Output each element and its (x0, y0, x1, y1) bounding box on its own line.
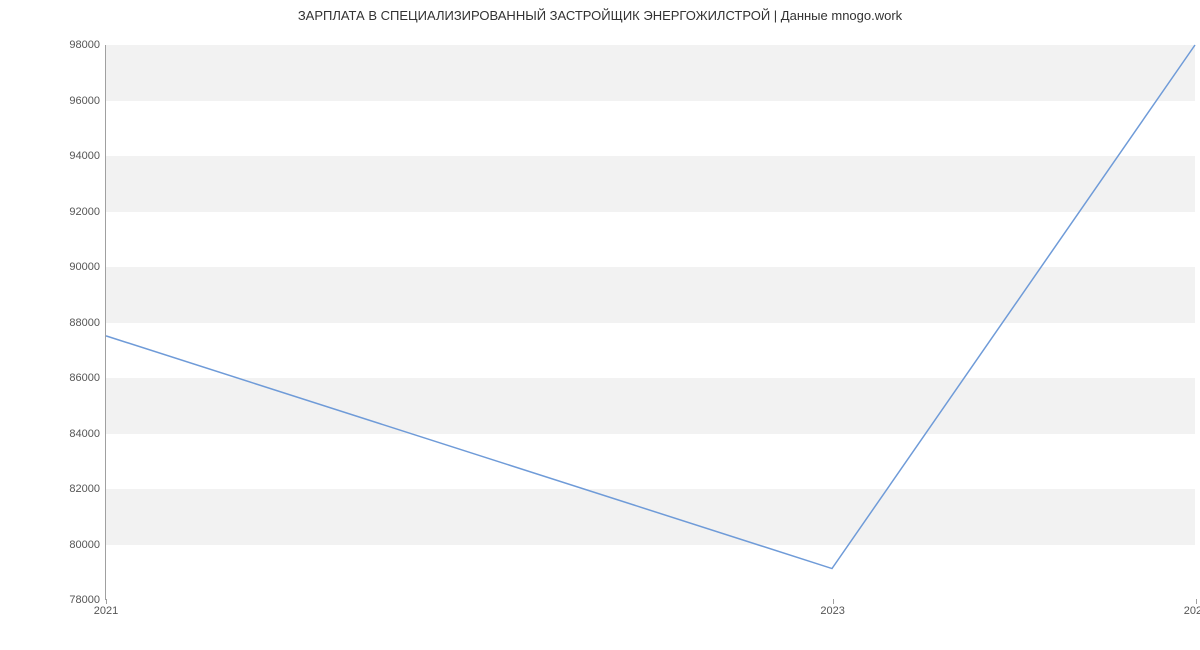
y-tick-label: 94000 (69, 150, 106, 162)
chart-title: ЗАРПЛАТА В СПЕЦИАЛИЗИРОВАННЫЙ ЗАСТРОЙЩИК… (0, 8, 1200, 23)
x-tick-label: 2023 (820, 599, 844, 617)
series-line (106, 45, 1195, 599)
y-tick-label: 82000 (69, 483, 106, 495)
y-tick-label: 96000 (69, 95, 106, 107)
y-tick-label: 92000 (69, 206, 106, 218)
x-tick-label: 2024 (1184, 599, 1200, 617)
y-tick-label: 86000 (69, 372, 106, 384)
x-tick-label: 2021 (94, 599, 118, 617)
plot-area: 7800080000820008400086000880009000092000… (105, 45, 1195, 600)
y-tick-label: 90000 (69, 261, 106, 273)
y-tick-label: 98000 (69, 39, 106, 51)
salary-line-chart: ЗАРПЛАТА В СПЕЦИАЛИЗИРОВАННЫЙ ЗАСТРОЙЩИК… (0, 0, 1200, 650)
y-tick-label: 80000 (69, 539, 106, 551)
y-tick-label: 88000 (69, 317, 106, 329)
y-tick-label: 84000 (69, 428, 106, 440)
